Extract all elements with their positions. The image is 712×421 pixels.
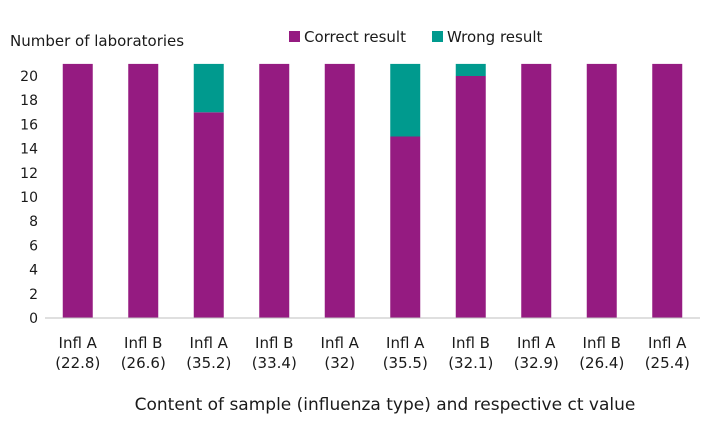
x-axis-labels: Infl A (22.8) Infl B (26.6) Infl A (35.2) Infl… — [55, 334, 690, 372]
legend-label-wrong: Wrong result — [447, 28, 543, 46]
y-tick-label: 20 — [20, 69, 38, 85]
y-tick-label: 12 — [20, 166, 38, 182]
x-tick-label-ct: (25.4) — [645, 354, 690, 372]
x-tick-label-type: Infl B — [255, 334, 293, 352]
legend: Correct result Wrong result — [289, 28, 543, 46]
bar-segment-correct — [586, 63, 617, 319]
x-tick-label-type: Infl A — [321, 334, 360, 352]
x-tick-label-ct: (33.4) — [252, 354, 297, 372]
y-tick-label: 2 — [29, 287, 38, 303]
bar-segment-correct — [521, 63, 552, 319]
y-tick-label: 16 — [20, 117, 38, 133]
legend-swatch-correct — [289, 31, 300, 42]
bar-segment-wrong — [455, 63, 486, 76]
x-tick-label-ct: (22.8) — [55, 354, 100, 372]
bar-segment-wrong — [390, 63, 421, 137]
x-tick-label-ct: (35.5) — [383, 354, 428, 372]
y-axis-ticks: 0 2 4 6 8 10 12 14 16 18 20 — [20, 69, 38, 327]
bar-segment-correct — [259, 63, 290, 319]
x-tick-label-type: Infl A — [517, 334, 556, 352]
bar-segment-correct — [324, 63, 355, 319]
x-tick-label-ct: (32.9) — [514, 354, 559, 372]
bars — [62, 63, 683, 319]
x-tick-label-type: Infl B — [124, 334, 162, 352]
x-axis-title: Content of sample (influenza type) and r… — [135, 395, 636, 415]
x-tick-label-type: Infl B — [452, 334, 490, 352]
y-tick-label: 4 — [29, 263, 38, 279]
y-tick-label: 18 — [20, 93, 38, 109]
y-tick-label: 8 — [29, 214, 38, 230]
x-tick-label-ct: (32) — [324, 354, 355, 372]
bar-segment-wrong — [193, 63, 224, 113]
x-tick-label-type: Infl A — [648, 334, 687, 352]
x-tick-label-ct: (26.4) — [579, 354, 624, 372]
y-tick-label: 14 — [20, 142, 38, 158]
y-tick-label: 10 — [20, 190, 38, 206]
x-tick-label-ct: (35.2) — [186, 354, 231, 372]
legend-label-correct: Correct result — [304, 28, 406, 46]
bar-segment-correct — [652, 63, 683, 319]
y-axis-title: Number of laboratories — [10, 32, 184, 50]
x-tick-label-type: Infl A — [386, 334, 425, 352]
bar-segment-correct — [390, 136, 421, 318]
x-tick-label-type: Infl A — [59, 334, 98, 352]
x-tick-label-ct: (26.6) — [121, 354, 166, 372]
x-tick-label-ct: (32.1) — [448, 354, 493, 372]
x-tick-label-type: Infl B — [583, 334, 621, 352]
x-tick-label-type: Infl A — [190, 334, 229, 352]
bar-segment-correct — [62, 63, 93, 319]
bar-segment-correct — [128, 63, 159, 319]
legend-swatch-wrong — [432, 31, 443, 42]
bar-segment-correct — [193, 112, 224, 318]
bar-segment-correct — [455, 76, 486, 318]
y-tick-label: 6 — [29, 238, 38, 254]
y-tick-label: 0 — [29, 311, 38, 327]
